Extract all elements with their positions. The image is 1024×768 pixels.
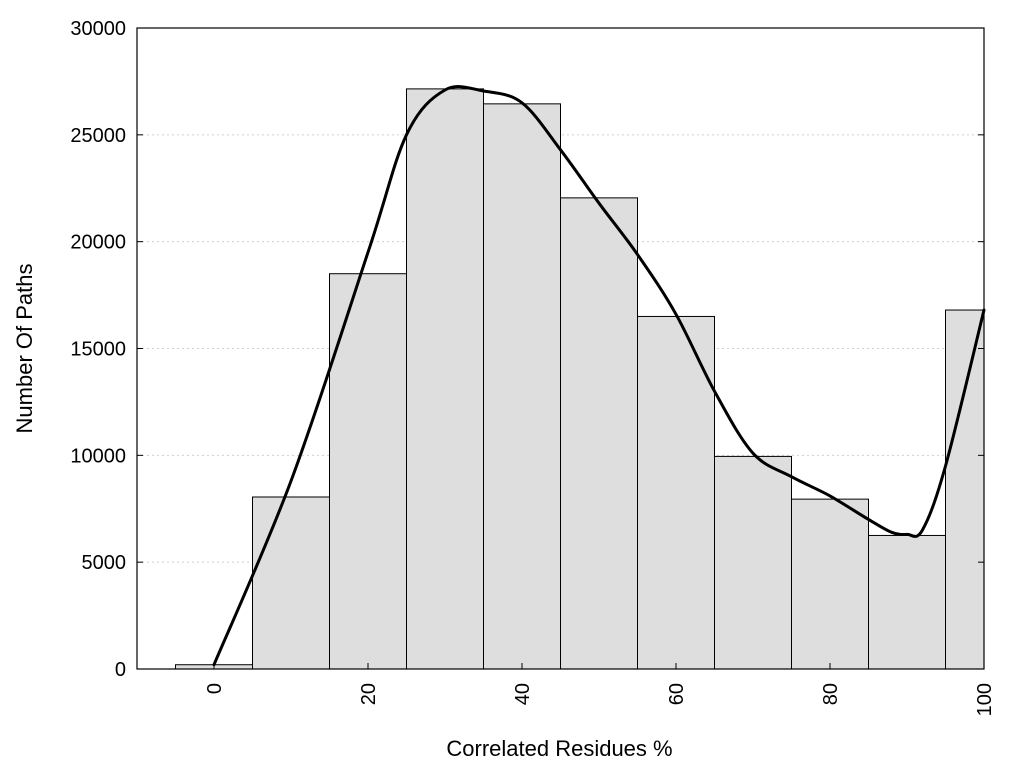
bar-100 (945, 309, 985, 670)
bars (175, 88, 985, 670)
x-tick-label-60: 60 (666, 683, 688, 705)
y-tick-label-0: 0 (115, 659, 126, 681)
y-tick-label-10000: 10000 (70, 445, 126, 467)
x-tick-label-0: 0 (204, 683, 226, 694)
bar-70 (714, 455, 792, 670)
bar-10 (252, 496, 330, 670)
x-axis-title: Correlated Residues % (446, 736, 672, 761)
x-tick-label-40: 40 (512, 683, 534, 705)
x-axis-ticks: 0 20 40 60 80 100 (204, 663, 996, 716)
x-tick-label-20: 20 (358, 683, 380, 705)
y-axis-ticks: 0 5000 10000 15000 20000 25000 30000 (70, 18, 984, 681)
bar-50 (560, 197, 638, 670)
density-curve (212, 85, 986, 667)
bar-80 (791, 498, 869, 670)
y-tick-label-30000: 30000 (70, 18, 126, 40)
y-tick-label-15000: 15000 (70, 339, 126, 361)
y-tick-label-5000: 5000 (82, 552, 127, 574)
bar-30 (406, 88, 484, 670)
bar-40 (483, 103, 561, 670)
x-tick-label-80: 80 (820, 683, 842, 705)
bar-90 (868, 534, 946, 670)
y-axis-title: Number Of Paths (12, 264, 37, 434)
y-tick-label-25000: 25000 (70, 125, 126, 147)
x-tick-label-100: 100 (974, 683, 996, 716)
y-tick-label-20000: 20000 (70, 232, 126, 254)
